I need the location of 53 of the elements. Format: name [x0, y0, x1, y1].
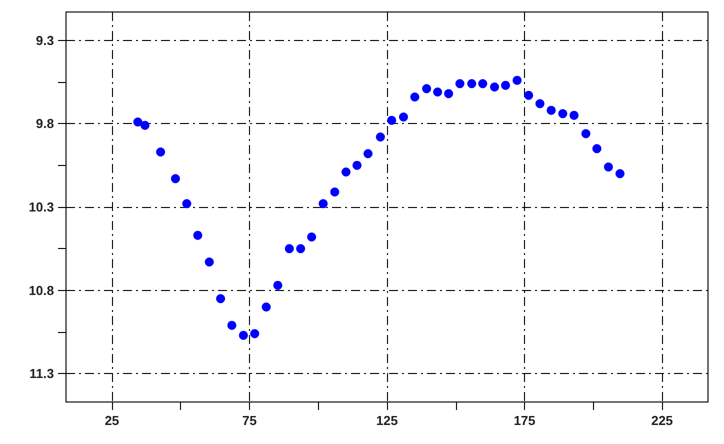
- point: [216, 294, 226, 304]
- point: [570, 110, 579, 120]
- y-tick-label: 10.3: [28, 200, 54, 214]
- point: [558, 109, 568, 118]
- point: [444, 89, 454, 98]
- point: [250, 329, 260, 338]
- point: [387, 116, 396, 125]
- point: [133, 118, 142, 126]
- point: [615, 169, 624, 178]
- y-tick-label: 10.8: [28, 282, 54, 298]
- y-tick-label: 9.8: [36, 116, 54, 132]
- point: [227, 320, 236, 330]
- y-tick-label: 9.3: [36, 32, 54, 48]
- point: [455, 79, 464, 88]
- point: [399, 112, 408, 122]
- point: [352, 160, 362, 170]
- point: [156, 148, 166, 156]
- point: [262, 302, 271, 312]
- point: [592, 144, 602, 154]
- point: [342, 168, 351, 176]
- x-tick-label: 225: [651, 413, 673, 428]
- x-tick-label: 125: [376, 413, 398, 428]
- point: [535, 99, 544, 108]
- point: [238, 330, 248, 340]
- point: [307, 232, 316, 242]
- point: [364, 149, 373, 158]
- point: [318, 199, 328, 208]
- point: [330, 188, 340, 196]
- point: [410, 92, 420, 102]
- x-tick-label: 175: [514, 413, 536, 428]
- point: [524, 90, 534, 100]
- point: [170, 174, 180, 184]
- x-tick-label: 75: [242, 413, 257, 428]
- point: [478, 79, 488, 88]
- point: [204, 258, 214, 266]
- x-tick-label: 25: [104, 413, 120, 428]
- point: [501, 80, 510, 90]
- point: [422, 84, 432, 94]
- point: [604, 162, 613, 172]
- point: [546, 106, 556, 115]
- point: [182, 199, 192, 208]
- point: [376, 132, 385, 142]
- point: [296, 244, 306, 254]
- point: [284, 244, 294, 254]
- point: [512, 76, 522, 85]
- point: [433, 88, 442, 96]
- point: [490, 82, 500, 92]
- y-tick-label: 11.3: [29, 366, 54, 382]
- point: [140, 120, 150, 130]
- point: [193, 230, 202, 240]
- point: [581, 129, 590, 138]
- point: [467, 79, 476, 88]
- point: [273, 280, 282, 290]
